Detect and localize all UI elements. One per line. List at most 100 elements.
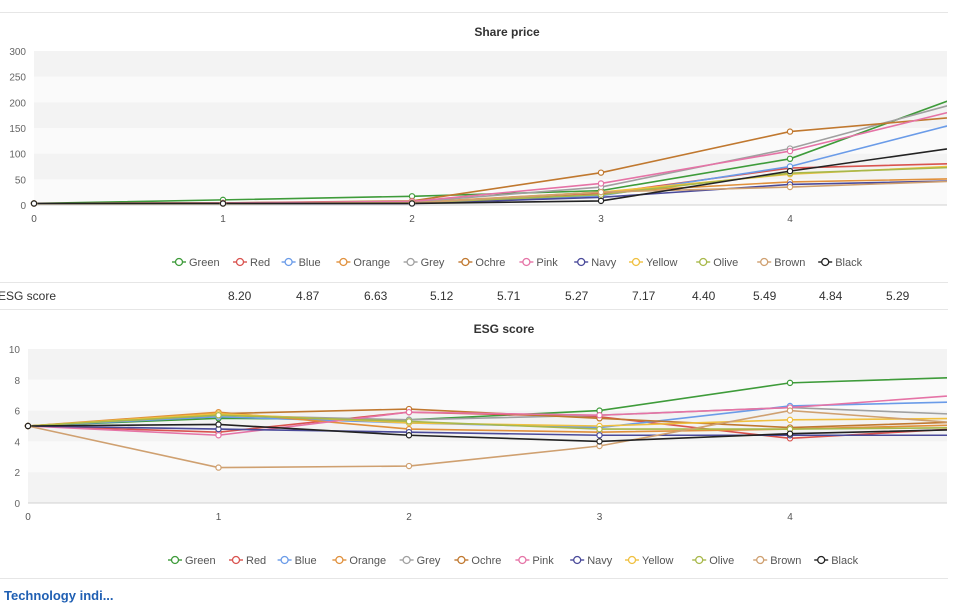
share-price-chart: Share price 0 50 100 150 200 250 300 0 1 2 3 4 Green R… — [9, 25, 947, 269]
data-point-brown — [597, 188, 605, 196]
legend-item-olive: Olive — [692, 555, 734, 567]
legend-marker — [339, 257, 348, 267]
legend-marker — [231, 555, 241, 565]
legend-label: Navy — [587, 555, 613, 567]
legend-item-brown: Brown — [757, 257, 805, 269]
esg-score-value: 4.87 — [296, 289, 320, 303]
series-line-green — [33, 100, 947, 205]
series-line-pink — [27, 395, 947, 437]
legend-item-blue: Blue — [277, 555, 317, 567]
data-point-ochre — [597, 169, 605, 176]
legend-label: Red — [246, 555, 266, 567]
legend-item-pink: Pink — [519, 257, 558, 269]
legend-marker — [756, 555, 765, 565]
chart-title: Share price — [474, 25, 540, 39]
legend-label: Yellow — [642, 555, 673, 567]
chart-title: ESG score — [474, 322, 535, 336]
series-line-navy — [27, 425, 947, 437]
legend-item-ochre: Ochre — [458, 257, 505, 269]
data-point-pink — [596, 412, 603, 419]
legend-label: Green — [185, 555, 216, 567]
legend-marker — [760, 257, 769, 267]
data-point-black — [786, 430, 794, 437]
y-tick-label: 150 — [9, 124, 26, 135]
legend-label: Pink — [532, 555, 554, 567]
divider-esg-bottom — [0, 309, 948, 310]
y-tick-label: 300 — [9, 47, 26, 58]
x-tick-label: 3 — [597, 512, 603, 523]
legend-label: Orange — [349, 555, 386, 567]
data-point-black — [219, 200, 227, 207]
y-tick-label: 100 — [9, 150, 26, 161]
legend-marker — [235, 257, 245, 267]
divider-bottom — [0, 578, 948, 579]
data-point-black — [405, 432, 413, 439]
legend-marker — [631, 257, 641, 267]
legend-marker — [284, 257, 293, 267]
data-point-black — [786, 167, 794, 175]
esg-score-value: 5.71 — [497, 289, 521, 303]
data-point-olive — [596, 425, 603, 433]
data-point-brown — [215, 464, 222, 471]
series-line-black — [27, 423, 947, 443]
legend-marker — [817, 555, 826, 565]
legend-item-olive: Olive — [696, 257, 738, 269]
legend-marker — [821, 257, 830, 267]
legend-label: Red — [250, 257, 270, 269]
legend-label: Green — [189, 257, 220, 269]
legend-label: Grey — [421, 257, 445, 269]
legend-item-pink: Pink — [515, 555, 554, 567]
esg-score-value: 4.84 — [819, 289, 843, 303]
legend-item-red: Red — [233, 257, 270, 269]
x-tick-label: 2 — [406, 512, 412, 523]
esg-score-value: 8.20 — [228, 289, 252, 303]
legend-label: Blue — [295, 555, 317, 567]
legend-label: Olive — [709, 555, 734, 567]
series-line-olive — [27, 414, 947, 430]
y-tick-label: 200 — [9, 98, 26, 109]
data-point-black — [215, 421, 222, 428]
x-tick-label: 4 — [787, 512, 793, 523]
legend-item-brown: Brown — [753, 555, 801, 567]
legend-item-red: Red — [229, 555, 266, 567]
data-point-black — [24, 422, 32, 430]
legend-marker — [518, 555, 527, 565]
grid-band — [34, 51, 947, 77]
y-tick-label: 2 — [14, 468, 20, 479]
legend-marker — [280, 555, 289, 565]
legend-marker — [627, 555, 637, 565]
data-point-black — [408, 200, 416, 207]
grid-band — [34, 128, 947, 154]
legend-marker — [335, 555, 344, 565]
legend-marker — [406, 257, 415, 267]
esg-score-value: 5.27 — [565, 289, 589, 303]
legend-marker — [402, 555, 411, 565]
divider-esg-top — [0, 282, 948, 283]
esg-score-label: ESG score — [0, 289, 57, 303]
data-point-brown — [405, 462, 413, 470]
grid-band — [34, 76, 947, 103]
data-point-pink — [405, 408, 413, 416]
data-point-green — [786, 379, 794, 387]
footer-link[interactable]: Technology indi... — [4, 588, 114, 603]
legend-label: Brown — [774, 257, 805, 269]
divider-top — [0, 12, 948, 13]
legend-marker — [170, 555, 180, 565]
legend-item-blue: Blue — [281, 257, 321, 269]
legend-item-yellow: Yellow — [629, 257, 677, 269]
x-tick-label: 3 — [598, 214, 604, 225]
grid-band — [28, 349, 947, 380]
legend-marker — [461, 257, 470, 267]
data-point-olive — [215, 412, 222, 419]
data-point-green — [786, 155, 794, 162]
data-point-brown — [786, 407, 794, 414]
series-group — [24, 377, 947, 471]
legend-label: Black — [831, 555, 858, 567]
y-tick-label: 50 — [15, 175, 27, 186]
legend-item-grey: Grey — [403, 257, 445, 269]
legend-marker — [457, 555, 466, 565]
legend-marker — [174, 257, 184, 267]
data-point-navy — [596, 432, 603, 439]
esg-score-value: 5.49 — [753, 289, 777, 303]
y-tick-label: 0 — [20, 201, 26, 212]
